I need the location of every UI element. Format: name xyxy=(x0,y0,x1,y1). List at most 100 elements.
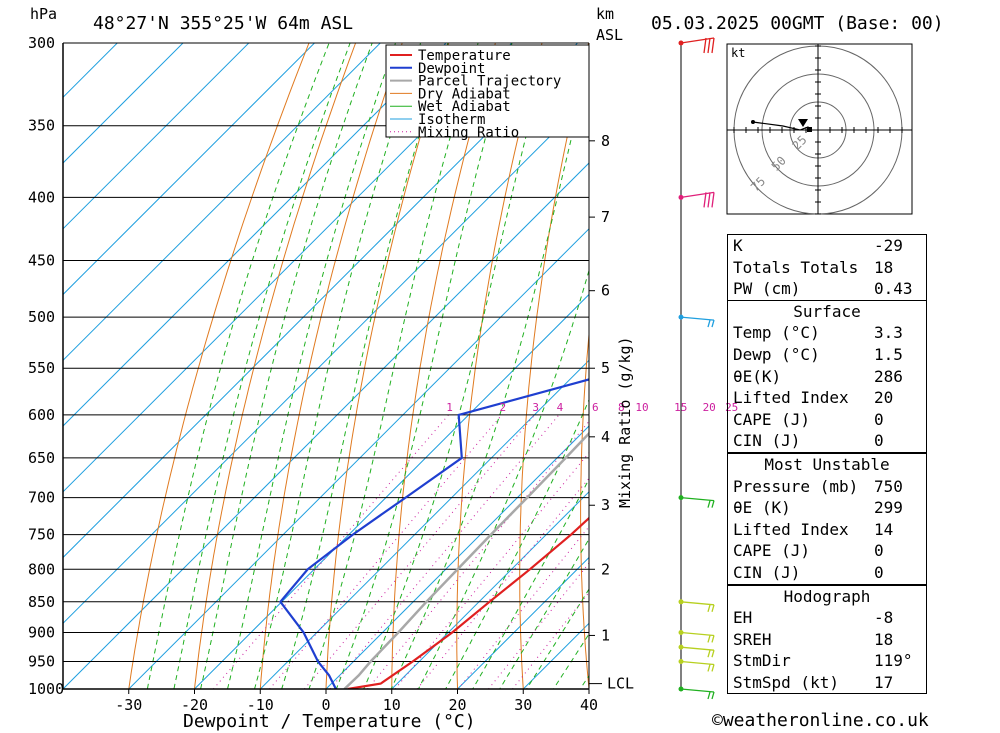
dry-adiabat-line xyxy=(959,6,1000,715)
wind-barb-flag xyxy=(707,37,711,54)
index-row: CAPE (J) 0 xyxy=(728,540,926,562)
index-key: K xyxy=(733,236,743,255)
index-row: Pressure (mb) 750 xyxy=(728,476,926,498)
index-row: Totals Totals 18 xyxy=(728,257,926,279)
mixing-ratio-line xyxy=(367,420,589,689)
index-key: Temp (°C) xyxy=(733,323,820,343)
surface-title: Surface xyxy=(793,301,861,321)
mixing-ratio-line xyxy=(329,414,560,689)
height-tick-label: 4 xyxy=(601,428,610,446)
height-tick-label: 6 xyxy=(601,282,610,300)
index-key: StmDir xyxy=(733,651,791,671)
dry-adiabat-line xyxy=(259,43,403,689)
height-ref: ASL xyxy=(596,26,623,44)
wet-adiabat-line xyxy=(146,43,330,689)
height-tick-label: 1 xyxy=(601,626,610,644)
surface-section: Surface Temp (°C) 3.3 Dewp (°C) 1.5 θE(K) 286… xyxy=(727,300,927,453)
hodograph-unit: kt xyxy=(731,46,745,60)
index-value: 3.3 xyxy=(874,323,903,343)
pressure-tick-label: 850 xyxy=(28,593,55,611)
pressure-unit: hPa xyxy=(30,5,57,23)
mixing-ratio-label: 10 xyxy=(635,401,648,414)
pressure-tick-label: 800 xyxy=(28,560,55,578)
wind-barb-shaft xyxy=(680,646,715,651)
index-value: 0 xyxy=(874,409,884,429)
index-value: 0 xyxy=(874,562,884,582)
isobars: 300 350 400 450 500 550 600 650 700 750 800 850 900 9… xyxy=(28,34,589,698)
wind-barb-flag xyxy=(707,664,711,672)
pressure-tick-label: 700 xyxy=(28,489,55,507)
index-value: 286 xyxy=(874,366,903,386)
index-row: StmSpd (kt) 17 xyxy=(728,672,926,694)
legend-label: Temperature xyxy=(418,48,511,64)
wet-adiabat-line xyxy=(281,43,449,689)
index-key: EH xyxy=(733,608,753,628)
height-unit: km xyxy=(596,5,614,23)
x-axis-label: Dewpoint / Temperature (°C) xyxy=(183,711,476,732)
dry-adiabat-line xyxy=(456,43,543,689)
wind-barb xyxy=(678,686,715,700)
isotherm-line xyxy=(325,425,589,689)
index-value: 0 xyxy=(874,431,884,451)
wind-barb-flag xyxy=(711,319,715,328)
height-tick-label: 3 xyxy=(601,496,610,514)
index-value: 1.5 xyxy=(874,344,903,364)
wind-barb-flag xyxy=(703,192,707,208)
x-tick-label: 40 xyxy=(580,696,598,714)
index-value: 20 xyxy=(874,388,894,408)
wind-barb-shaft xyxy=(680,191,715,199)
wind-barb-shaft xyxy=(680,601,715,606)
most-unstable-title: Most Unstable xyxy=(728,452,926,476)
hodograph-title: Hodograph xyxy=(728,584,926,608)
index-row: StmDir 119° xyxy=(728,650,926,672)
index-row: SREH 18 xyxy=(728,629,926,651)
wet-adiabat-line xyxy=(499,538,589,689)
pressure-tick-label: 900 xyxy=(28,623,55,641)
index-row: Dewp (°C) 1.5 xyxy=(728,344,926,366)
wind-barb-flag xyxy=(711,37,715,54)
legend-label: Mixing Ratio xyxy=(418,125,519,141)
wind-barb-shaft xyxy=(680,631,715,637)
legend-label: Wet Adiabat xyxy=(418,99,511,115)
lcl-label: LCL xyxy=(607,675,634,693)
index-row: K -29 xyxy=(728,235,926,257)
index-row: CAPE (J) 0 xyxy=(728,409,926,431)
index-value: 750 xyxy=(874,476,903,496)
wind-barb-flag xyxy=(711,664,715,672)
mixing-ratio-label: 2 xyxy=(499,401,506,414)
wind-barb-flag xyxy=(707,500,711,508)
profiles xyxy=(278,378,589,689)
index-key: Lifted Index xyxy=(733,519,849,539)
wet-adiabat-line xyxy=(526,588,589,689)
wind-barb-flag xyxy=(707,649,711,658)
wind-barb-flag xyxy=(711,192,715,208)
legend-box xyxy=(385,44,590,138)
dry-adiabat-line xyxy=(519,43,589,689)
index-value: 18 xyxy=(874,629,894,649)
dewpoint-line xyxy=(278,378,589,689)
hodograph-point xyxy=(751,120,755,124)
indices-summary: K -29 Totals Totals 18 PW (cm) 0.43 xyxy=(727,234,927,301)
legend-label: Dewpoint xyxy=(418,61,485,77)
dry-adiabat-line xyxy=(128,43,310,689)
isotherm-line xyxy=(193,293,589,689)
wet-adiabat-line xyxy=(335,43,513,689)
index-key: PW (cm) xyxy=(733,279,801,299)
index-row: PW (cm) 0.43 xyxy=(728,278,926,300)
mixing-ratio-label: 4 xyxy=(557,401,564,414)
mixing-ratio-line xyxy=(304,414,536,689)
index-key: CIN (J) xyxy=(733,431,801,451)
legend-label: Dry Adiabat xyxy=(418,86,511,102)
index-value: 18 xyxy=(874,257,894,277)
pressure-tick-label: 500 xyxy=(28,308,55,326)
isotherm-line xyxy=(63,43,184,164)
mixing-ratio-label: 25 xyxy=(725,401,738,414)
pressure-tick-label: 450 xyxy=(28,252,55,270)
dry-adiabat-line xyxy=(325,43,450,689)
wind-barb-flag xyxy=(707,635,711,643)
copyright-footer: ©weatheronline.co.uk xyxy=(712,710,929,731)
axes: -30 -20 -10 0 10 20 30 40 8 7 6 5 4 3 2 1 LCL xyxy=(62,43,634,714)
wet-adiabat-line xyxy=(417,268,589,689)
wind-barb xyxy=(678,599,715,612)
